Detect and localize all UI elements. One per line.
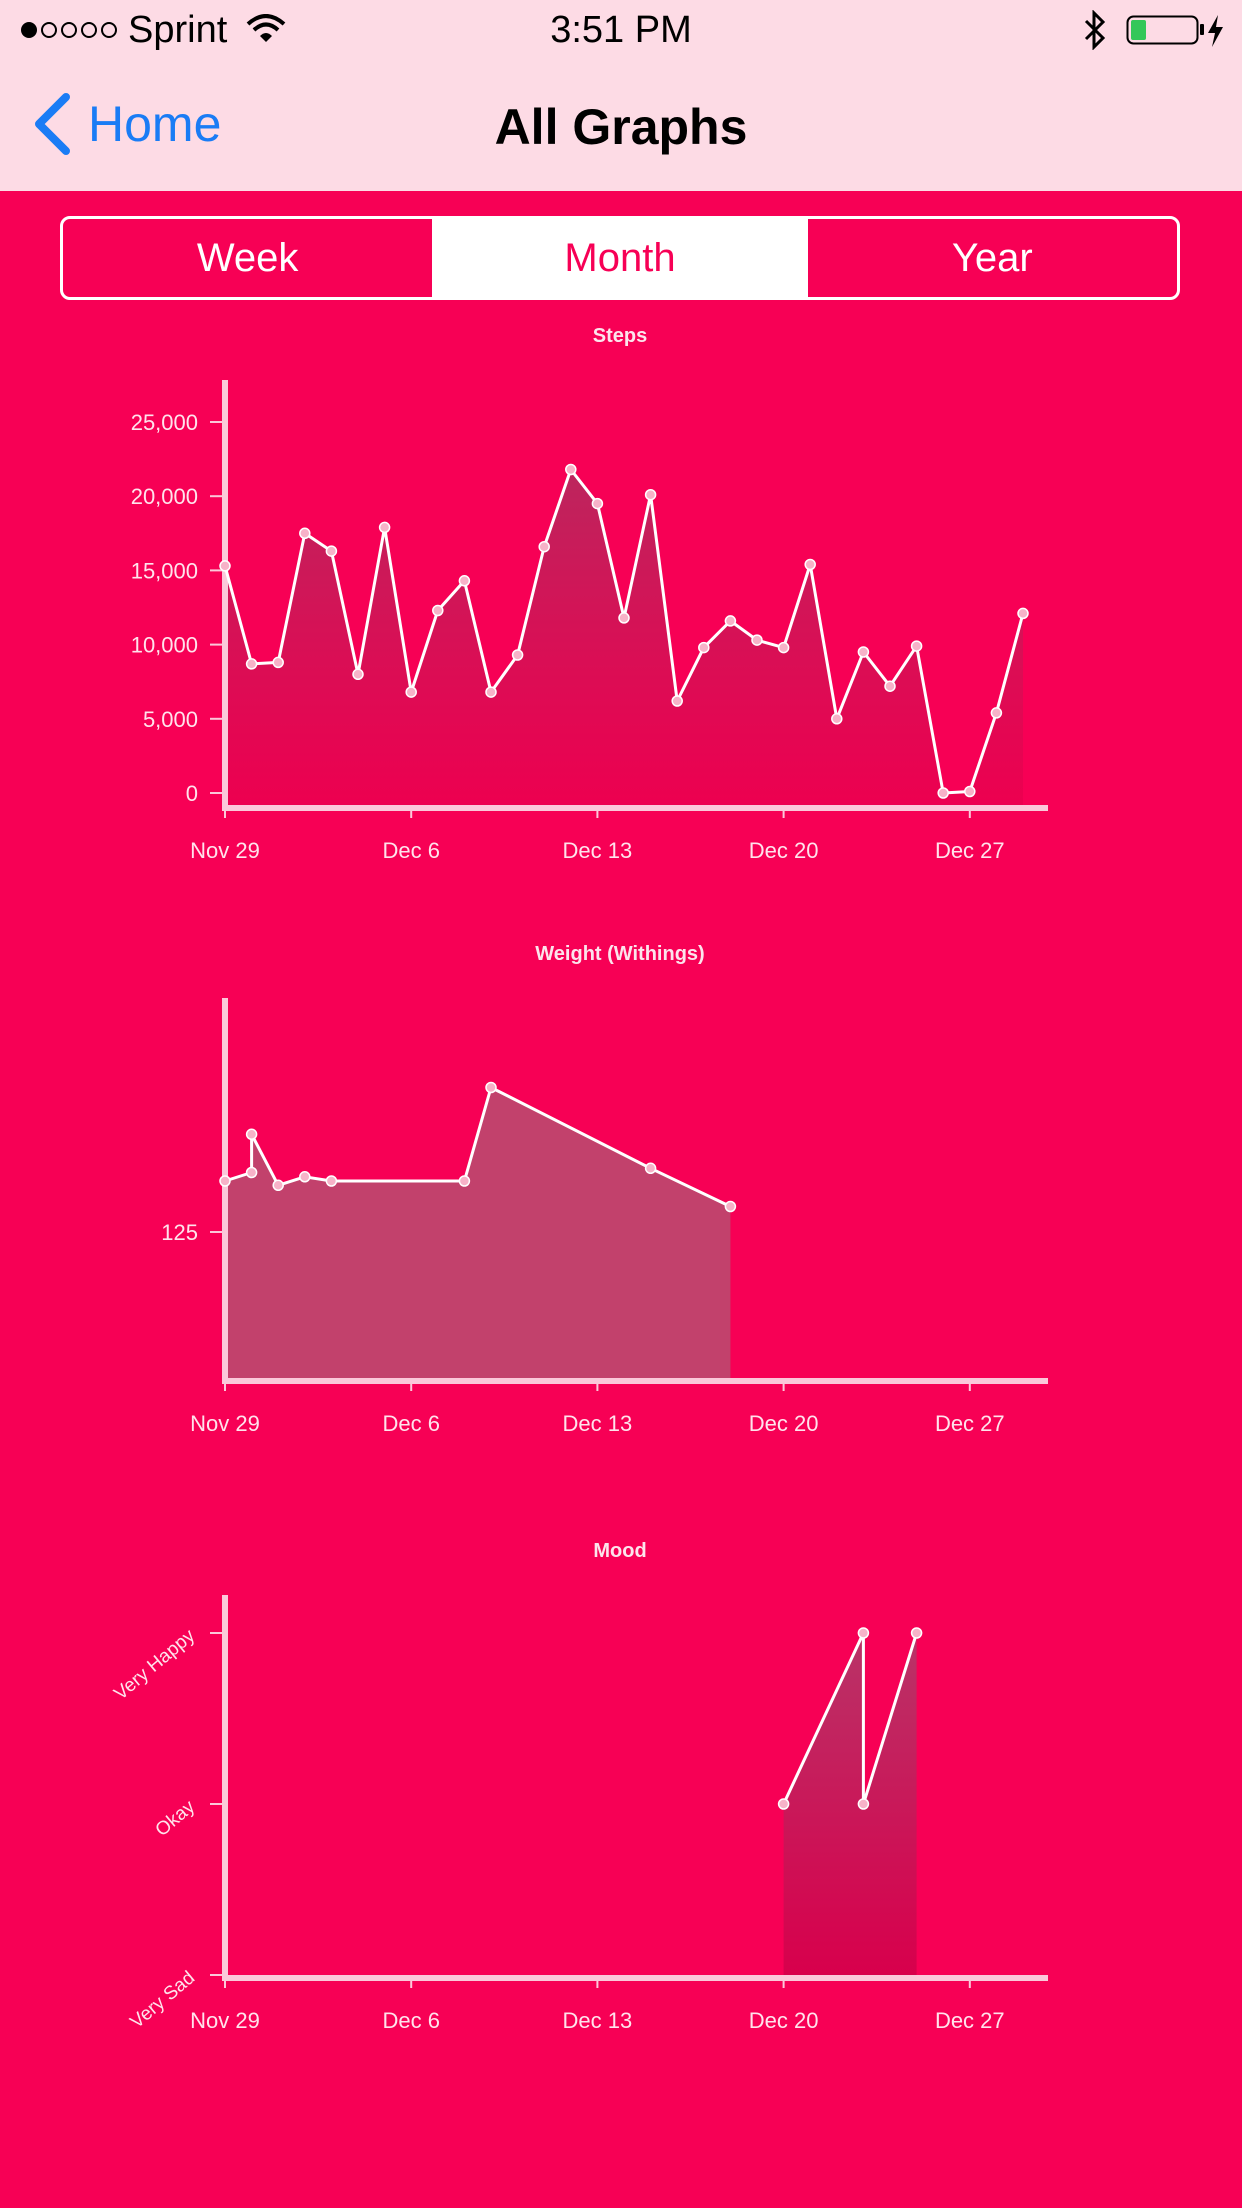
y-tick-label: Very Happy [110,1625,199,1705]
tab-week[interactable]: Week [196,235,299,280]
y-tick-label: 15,000 [131,558,198,583]
weight-area-fill [225,1087,731,1378]
data-point [777,641,790,654]
data-point [644,488,657,501]
x-tick-label: Dec 6 [382,838,439,863]
data-point [219,560,231,572]
x-tick-label: Dec 6 [382,2008,439,2033]
data-point [777,1798,790,1810]
data-point [485,1081,497,1094]
data-point [272,1179,284,1192]
mood-chart-title: Mood [593,1540,646,1562]
steps-area-fill [225,469,1023,805]
back-button-label: Home [88,96,222,152]
mood-chart: Mood Very Sad Okay Very Happy Nov 29 Dec 6 D… [110,1540,1048,2033]
status-bar: Sprint 3:51 PM [0,0,1242,60]
data-point [245,1166,258,1179]
signal-strength-icon [21,22,117,38]
mood-line [782,1631,919,1806]
data-point [671,695,683,707]
data-point [618,612,630,624]
tab-month[interactable]: Month [432,219,805,297]
data-point [1017,607,1029,620]
data-point [884,680,896,692]
data-point [219,1175,231,1187]
data-point [432,604,444,617]
mood-area-fill [783,1633,917,1975]
data-point [724,615,737,627]
chevron-left-icon [35,93,70,155]
x-tick-label: Nov 29 [190,1411,260,1436]
data-point [299,1171,311,1183]
data-point [299,527,311,540]
weight-line [224,1086,732,1208]
data-point [698,641,710,654]
data-point [352,668,364,681]
weight-chart-title: Weight (Withings) [535,943,704,965]
data-point [910,640,923,652]
page-title: All Graphs [494,99,748,155]
data-point [245,658,258,670]
y-tick-label: 25,000 [131,410,198,435]
data-point [511,649,524,661]
x-tick-label: Dec 20 [749,2008,819,2033]
back-button[interactable]: Home [32,93,222,155]
wifi-icon [246,14,286,42]
battery-icon [1126,15,1223,47]
status-time: 3:51 PM [550,9,692,51]
y-tick-label: 5,000 [143,707,198,732]
data-point [804,558,816,571]
data-point [964,785,976,798]
navigation-bar: Home All Graphs [0,60,1242,191]
data-point [724,1200,737,1213]
data-point [857,1627,870,1639]
data-point [485,686,497,698]
x-tick-label: Nov 29 [190,838,260,863]
data-point [751,634,763,646]
data-point [910,1627,923,1639]
tab-year[interactable]: Year [804,219,1177,297]
data-point [990,707,1003,719]
x-tick-label: Dec 13 [563,1411,633,1436]
data-point [937,787,949,799]
x-tick-label: Dec 13 [563,2008,633,2033]
data-point [538,540,550,553]
steps-chart: Steps 0 5,000 10,000 15,000 20,000 25,000 Nov… [131,325,1048,863]
y-tick-label: Okay [152,1796,200,1841]
y-tick-label: 125 [161,1220,198,1245]
x-tick-label: Dec 27 [935,1411,1005,1436]
data-point [272,656,284,669]
steps-chart-title: Steps [593,325,647,347]
x-tick-label: Dec 6 [382,1411,439,1436]
data-point [458,575,471,587]
data-point [458,1175,471,1187]
period-segmented-control: Week Month Year [60,216,1180,300]
carrier-label: Sprint [128,9,228,51]
x-tick-label: Dec 20 [749,1411,819,1436]
y-tick-label: 20,000 [131,484,198,509]
data-point [644,1162,657,1175]
x-tick-label: Dec 20 [749,838,819,863]
y-tick-label: 0 [186,781,198,806]
data-point [378,521,391,534]
bluetooth-icon [1084,10,1106,50]
data-point [245,1128,258,1141]
x-tick-label: Nov 29 [190,2008,260,2033]
data-point [831,713,843,725]
x-tick-label: Dec 27 [935,2008,1005,2033]
data-point [325,545,338,557]
x-tick-label: Dec 27 [935,838,1005,863]
data-point [857,646,870,658]
weight-chart: Weight (Withings) 125 Nov 29 Dec 6 Dec 13 D… [161,943,1048,1436]
data-point [405,686,417,698]
y-tick-label: 10,000 [131,633,198,658]
data-point [591,497,604,510]
data-point [565,463,577,476]
x-tick-label: Dec 13 [563,838,633,863]
data-point [857,1798,870,1810]
data-point [325,1175,338,1187]
y-tick-label: Very Sad [127,1967,200,2033]
